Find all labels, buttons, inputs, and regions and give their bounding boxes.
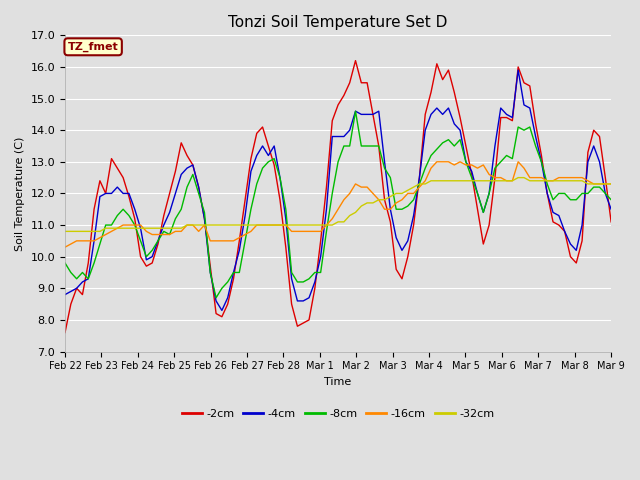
-4cm bbox=[84, 276, 92, 282]
Title: Tonzi Soil Temperature Set D: Tonzi Soil Temperature Set D bbox=[228, 15, 448, 30]
X-axis label: Time: Time bbox=[324, 377, 352, 387]
-16cm bbox=[439, 159, 447, 165]
-16cm bbox=[474, 165, 481, 171]
-32cm bbox=[433, 178, 441, 184]
-4cm bbox=[451, 121, 458, 127]
-4cm bbox=[439, 111, 447, 117]
-2cm bbox=[160, 213, 168, 218]
-16cm bbox=[451, 162, 458, 168]
Line: -32cm: -32cm bbox=[65, 178, 611, 231]
-16cm bbox=[433, 159, 441, 165]
Legend: -2cm, -4cm, -8cm, -16cm, -32cm: -2cm, -4cm, -8cm, -16cm, -32cm bbox=[177, 405, 499, 423]
-8cm bbox=[61, 260, 69, 266]
-32cm bbox=[61, 228, 69, 234]
-16cm bbox=[61, 244, 69, 250]
-32cm bbox=[468, 178, 476, 184]
-2cm bbox=[61, 330, 69, 336]
-4cm bbox=[515, 67, 522, 73]
-16cm bbox=[468, 162, 476, 168]
-8cm bbox=[160, 228, 168, 234]
-4cm bbox=[468, 168, 476, 174]
-32cm bbox=[607, 181, 615, 187]
Line: -16cm: -16cm bbox=[65, 162, 611, 247]
-8cm bbox=[479, 209, 487, 215]
-4cm bbox=[218, 308, 226, 313]
-8cm bbox=[212, 295, 220, 300]
-32cm bbox=[462, 178, 470, 184]
Line: -4cm: -4cm bbox=[65, 70, 611, 311]
-4cm bbox=[61, 292, 69, 298]
-16cm bbox=[84, 238, 92, 244]
-8cm bbox=[607, 197, 615, 203]
-2cm bbox=[351, 58, 359, 63]
Line: -2cm: -2cm bbox=[65, 60, 611, 333]
-32cm bbox=[84, 228, 92, 234]
-2cm bbox=[439, 77, 447, 83]
-2cm bbox=[451, 89, 458, 95]
-4cm bbox=[607, 206, 615, 212]
-16cm bbox=[160, 232, 168, 238]
-32cm bbox=[515, 175, 522, 180]
-2cm bbox=[468, 171, 476, 177]
-4cm bbox=[474, 191, 481, 196]
-2cm bbox=[84, 260, 92, 266]
-32cm bbox=[160, 225, 168, 231]
-8cm bbox=[474, 191, 481, 196]
-8cm bbox=[456, 137, 464, 143]
Text: TZ_fmet: TZ_fmet bbox=[68, 42, 118, 52]
-8cm bbox=[351, 108, 359, 114]
-32cm bbox=[445, 178, 452, 184]
Y-axis label: Soil Temperature (C): Soil Temperature (C) bbox=[15, 136, 25, 251]
Line: -8cm: -8cm bbox=[65, 111, 611, 298]
-4cm bbox=[160, 222, 168, 228]
-2cm bbox=[607, 219, 615, 225]
-16cm bbox=[607, 181, 615, 187]
-8cm bbox=[84, 276, 92, 282]
-8cm bbox=[445, 137, 452, 143]
-2cm bbox=[474, 206, 481, 212]
